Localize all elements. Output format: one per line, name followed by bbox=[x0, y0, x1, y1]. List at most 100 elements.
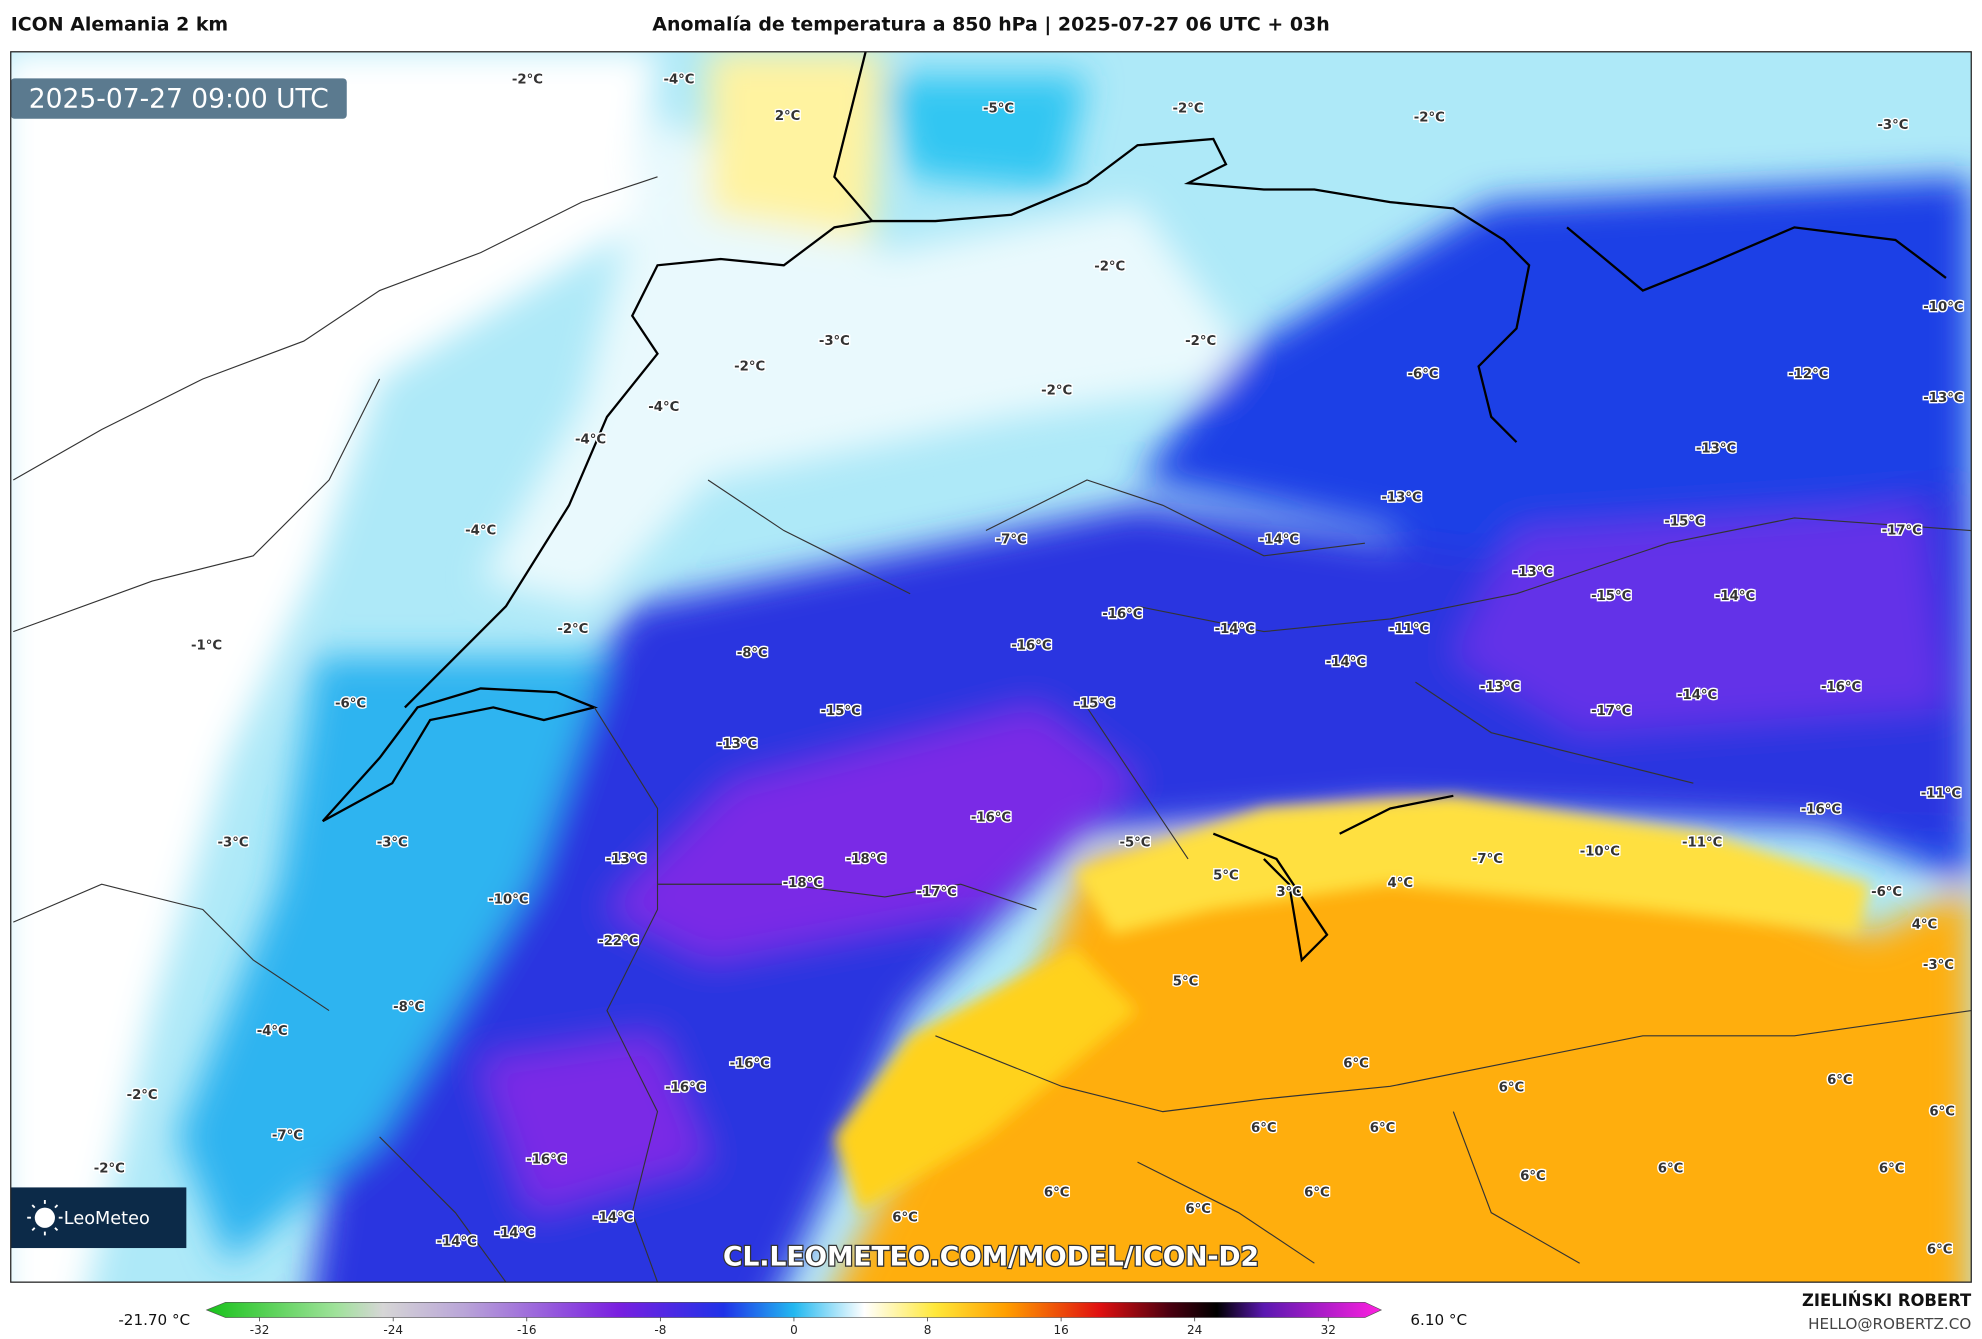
temperature-label: 6°C bbox=[1520, 1169, 1546, 1184]
colorbar-tick-label: -16 bbox=[517, 1323, 537, 1337]
contact: HELLO@ROBERTZ.CO bbox=[1808, 1315, 1971, 1333]
temperature-label: -3°C bbox=[1877, 118, 1908, 133]
temperature-label: -16°C bbox=[1801, 803, 1841, 818]
colorbar-tick-label: 8 bbox=[924, 1323, 932, 1337]
temperature-label: -4°C bbox=[465, 524, 496, 539]
temperature-label: -2°C bbox=[1041, 383, 1072, 398]
temperature-label: 6°C bbox=[1827, 1073, 1853, 1088]
logo: LeoMeteo bbox=[64, 1209, 150, 1229]
temperature-label: -14°C bbox=[1715, 589, 1755, 604]
colorbar-tick-label: -24 bbox=[383, 1323, 403, 1337]
temperature-label: 6°C bbox=[1929, 1105, 1955, 1120]
colorbar bbox=[205, 1302, 1383, 1318]
temperature-label: -15°C bbox=[1074, 697, 1114, 712]
temperature-label: -11°C bbox=[1682, 836, 1722, 851]
temperature-label: -16°C bbox=[1821, 680, 1861, 695]
temperature-label: -1°C bbox=[191, 638, 222, 653]
temperature-label: 6°C bbox=[1044, 1185, 1070, 1200]
temperature-label: 6°C bbox=[1343, 1057, 1369, 1072]
temperature-label: -13°C bbox=[717, 737, 757, 752]
temperature-label: -2°C bbox=[1173, 102, 1204, 117]
temperature-label: 6°C bbox=[1370, 1121, 1396, 1136]
temperature-label: -16°C bbox=[665, 1081, 705, 1096]
temperature-label: -3°C bbox=[377, 836, 408, 851]
temperature-label: -13°C bbox=[1513, 565, 1553, 580]
temperature-label: -2°C bbox=[1414, 110, 1445, 125]
temperature-label: -10°C bbox=[1923, 300, 1963, 315]
timestamp: 2025-07-27 09:00 UTC bbox=[29, 83, 329, 114]
colorbar-tick-label: 0 bbox=[790, 1323, 798, 1337]
temperature-label: 6°C bbox=[1499, 1081, 1525, 1096]
temperature-label: -4°C bbox=[257, 1024, 288, 1039]
temperature-label: -7°C bbox=[272, 1129, 303, 1144]
temperature-label: -15°C bbox=[1664, 515, 1704, 530]
temperature-label: -5°C bbox=[983, 102, 1014, 117]
temperature-label: -6°C bbox=[335, 697, 366, 712]
temperature-label: 4°C bbox=[1387, 876, 1413, 891]
temperature-label: 6°C bbox=[1658, 1161, 1684, 1176]
temperature-label: -6°C bbox=[1407, 367, 1438, 382]
temperature-label: -2°C bbox=[557, 622, 588, 637]
map-title: Anomalía de temperatura a 850 hPa | 2025… bbox=[652, 13, 1329, 35]
temperature-label: -16°C bbox=[1102, 607, 1142, 622]
temperature-label: 2°C bbox=[775, 109, 801, 124]
temperature-label: -4°C bbox=[663, 73, 694, 88]
temperature-label: 5°C bbox=[1213, 868, 1239, 883]
temperature-label: 6°C bbox=[1185, 1202, 1211, 1217]
temperature-label: -10°C bbox=[1580, 844, 1620, 859]
temperature-label: -7°C bbox=[996, 532, 1027, 547]
temperature-label: -5°C bbox=[1119, 836, 1150, 851]
colorbar-tick-label: 24 bbox=[1187, 1323, 1202, 1337]
temperature-label: -6°C bbox=[1871, 885, 1902, 900]
temperature-label: -13°C bbox=[1480, 680, 1520, 695]
map: -2°C -4°C 2°C -5°C -2°C -2°C -3°C -2°C -3°C -2°C -… bbox=[10, 51, 1972, 1283]
temperature-label: -17°C bbox=[1591, 704, 1631, 719]
temperature-label: -15°C bbox=[1591, 589, 1631, 604]
temperature-label: 4°C bbox=[1912, 918, 1938, 933]
temperature-label: -12°C bbox=[1788, 367, 1828, 382]
temperature-label: -15°C bbox=[821, 704, 861, 719]
model-name: ICON Alemania 2 km bbox=[11, 13, 228, 35]
temperature-label: -2°C bbox=[512, 73, 543, 88]
temperature-label: -16°C bbox=[526, 1153, 566, 1168]
temperature-label: 5°C bbox=[1173, 975, 1199, 990]
temperature-label: -2°C bbox=[734, 359, 765, 374]
temperature-label: -16°C bbox=[1011, 638, 1051, 653]
temperature-label: -14°C bbox=[593, 1211, 633, 1226]
temperature-label: -13°C bbox=[1923, 391, 1963, 406]
temperature-label: -16°C bbox=[971, 810, 1011, 825]
temperature-label: -14°C bbox=[1326, 655, 1366, 670]
temperature-label: -14°C bbox=[495, 1226, 535, 1241]
temperature-label: -7°C bbox=[1472, 852, 1503, 867]
temperature-label: -11°C bbox=[1921, 786, 1961, 801]
temperature-label: -13°C bbox=[606, 852, 646, 867]
temperature-label: -3°C bbox=[1923, 958, 1954, 973]
temperature-label: 6°C bbox=[1879, 1161, 1905, 1176]
temperature-label: -4°C bbox=[648, 400, 679, 415]
temperature-label: -2°C bbox=[127, 1088, 158, 1103]
temperature-label: -3°C bbox=[819, 334, 850, 349]
temperature-label: 6°C bbox=[1304, 1185, 1330, 1200]
temperature-label: -2°C bbox=[1185, 334, 1216, 349]
temperature-label: -4°C bbox=[575, 433, 606, 448]
temperature-label: -14°C bbox=[437, 1235, 477, 1250]
temperature-label: -2°C bbox=[94, 1161, 125, 1176]
temperature-label: 6°C bbox=[1927, 1242, 1953, 1257]
temperature-label: -17°C bbox=[917, 885, 957, 900]
colorbar-tick-label: 32 bbox=[1321, 1323, 1336, 1337]
temperature-label: 6°C bbox=[892, 1211, 918, 1226]
temperature-label: -8°C bbox=[737, 646, 768, 661]
temperature-label: -16°C bbox=[730, 1057, 770, 1072]
temperature-label: -10°C bbox=[488, 892, 528, 907]
temperature-label: 3°C bbox=[1276, 885, 1302, 900]
temperature-label: -22°C bbox=[598, 934, 638, 949]
temperature-label: -14°C bbox=[1259, 532, 1299, 547]
colorbar-max: 6.10 °C bbox=[1410, 1311, 1467, 1329]
temperature-label: -13°C bbox=[1381, 491, 1421, 506]
temperature-label: -11°C bbox=[1389, 622, 1429, 637]
temperature-label: -13°C bbox=[1696, 441, 1736, 456]
colorbar-min: -21.70 °C bbox=[118, 1311, 190, 1329]
temperature-label: -2°C bbox=[1094, 260, 1125, 275]
temperature-label: 6°C bbox=[1251, 1121, 1277, 1136]
